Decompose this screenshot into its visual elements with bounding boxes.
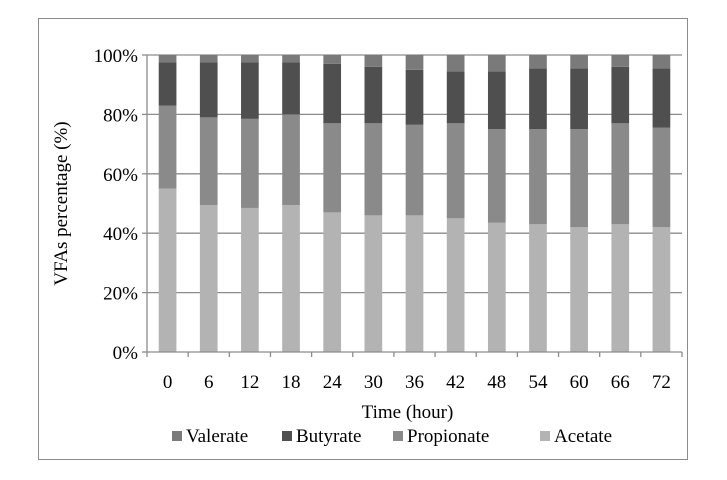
bar-propionate-24 [323, 123, 342, 213]
bar-butyrate-12 [241, 62, 259, 119]
bar-propionate-0 [158, 105, 177, 189]
x-tick-label: 66 [611, 372, 630, 393]
bar-propionate-12 [241, 118, 259, 208]
bar-butyrate-18 [282, 62, 300, 115]
x-tick-label: 18 [282, 372, 301, 393]
bar-acetate-18 [282, 204, 300, 352]
bar-acetate-12 [241, 207, 259, 352]
legend-swatch-acetate [540, 431, 550, 441]
tick-labels: 0% 20% 40% 60% 80% 100% 0 6 12 18 24 30 36 42 48 54 60 66… [94, 46, 671, 393]
legend-swatch-butyrate [282, 431, 292, 441]
bar-propionate-66 [611, 123, 630, 225]
bar-butyrate-42 [446, 71, 465, 124]
bar-butyrate-0 [158, 62, 177, 106]
legend: Valerate Butyrate Propionate Acetate [172, 426, 612, 447]
x-tick-label: 42 [446, 372, 465, 393]
bar-butyrate-66 [611, 66, 630, 124]
bar-propionate-30 [364, 123, 383, 216]
bar-butyrate-24 [323, 63, 342, 124]
bar-acetate-42 [446, 218, 465, 352]
bar-valerate-0 [158, 55, 177, 63]
x-tick-label: 24 [323, 372, 343, 393]
bar-butyrate-54 [529, 68, 547, 130]
bars [158, 55, 671, 352]
x-tick-label: 0 [163, 372, 173, 393]
bar-propionate-60 [570, 129, 588, 228]
x-axis-title: Time (hour) [362, 402, 454, 423]
bar-valerate-18 [282, 55, 300, 63]
x-tick-label: 60 [570, 372, 589, 393]
bar-propionate-18 [282, 114, 300, 205]
bar-valerate-54 [529, 55, 547, 69]
bar-propionate-6 [199, 117, 218, 205]
bar-propionate-72 [652, 127, 671, 228]
axes [142, 54, 683, 357]
y-axis-title: VFAs percentage (%) [51, 121, 72, 285]
x-tick-label: 30 [364, 372, 383, 393]
bar-propionate-48 [487, 129, 506, 223]
x-tick-label: 36 [405, 372, 424, 393]
legend-label-propionate: Propionate [407, 426, 489, 447]
x-tick-label: 72 [652, 372, 671, 393]
bar-propionate-42 [446, 123, 465, 219]
bar-propionate-36 [405, 124, 424, 216]
bar-valerate-66 [611, 55, 630, 67]
x-tick-label: 12 [240, 372, 259, 393]
y-tick-label: 20% [103, 284, 138, 305]
bar-acetate-6 [199, 204, 218, 352]
bar-acetate-72 [652, 227, 671, 352]
bar-valerate-6 [199, 55, 218, 63]
legend-label-butyrate: Butyrate [296, 426, 361, 447]
y-tick-label: 40% [103, 224, 138, 245]
x-tick-label: 48 [487, 372, 506, 393]
bar-acetate-36 [405, 215, 424, 352]
bar-valerate-42 [446, 55, 465, 72]
bar-acetate-30 [364, 215, 383, 352]
bar-butyrate-60 [570, 68, 588, 130]
bar-propionate-54 [529, 129, 547, 225]
bar-acetate-54 [529, 224, 547, 352]
bar-acetate-60 [570, 227, 588, 352]
bar-butyrate-36 [405, 69, 424, 125]
y-tick-label: 0% [113, 343, 139, 364]
bar-butyrate-30 [364, 66, 383, 124]
legend-label-valerate: Valerate [186, 426, 248, 447]
y-tick-label: 80% [103, 105, 138, 126]
bar-acetate-0 [158, 188, 177, 352]
legend-swatch-valerate [172, 431, 182, 441]
bar-valerate-24 [323, 55, 342, 64]
x-tick-label: 6 [204, 372, 214, 393]
bar-butyrate-6 [199, 62, 218, 118]
legend-swatch-propionate [393, 431, 403, 441]
bar-valerate-60 [570, 55, 588, 69]
bar-valerate-48 [487, 55, 506, 72]
bar-valerate-36 [405, 55, 424, 70]
bar-butyrate-48 [487, 71, 506, 130]
legend-label-acetate: Acetate [554, 426, 612, 447]
y-tick-label: 60% [103, 165, 138, 186]
bar-acetate-48 [487, 222, 506, 352]
bar-butyrate-72 [652, 68, 671, 128]
bar-acetate-24 [323, 212, 342, 352]
bar-valerate-72 [652, 55, 671, 69]
bar-acetate-66 [611, 224, 630, 352]
x-tick-label: 54 [528, 372, 548, 393]
bar-valerate-30 [364, 55, 383, 67]
bar-valerate-12 [241, 55, 259, 63]
y-tick-label: 100% [94, 46, 139, 67]
